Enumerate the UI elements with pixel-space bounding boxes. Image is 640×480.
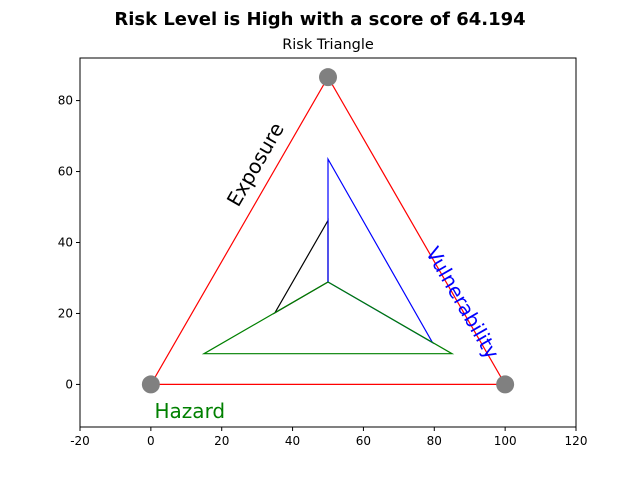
- series-line: [327, 156, 435, 345]
- plot-area: -20 0 20 40 60 80 100 120 0 20 40 60 80 Exposure Vulne…: [58, 57, 588, 448]
- series-line: [201, 281, 455, 355]
- x-tick-label: 100: [494, 434, 517, 448]
- x-tick-label: 20: [214, 434, 229, 448]
- y-tick-label: 80: [58, 94, 73, 108]
- side-label: Exposure: [222, 118, 289, 210]
- y-tick-label: 60: [58, 165, 73, 179]
- outer-triangle: [149, 75, 507, 385]
- y-tick-label: 40: [58, 236, 73, 250]
- y-tick-label: 0: [65, 377, 73, 391]
- side-label: Vulnerability: [421, 243, 504, 363]
- x-tick-label: 40: [285, 434, 300, 448]
- side-label: Hazard: [155, 399, 226, 423]
- x-tick-label: 0: [147, 434, 155, 448]
- chart-title: Risk Triangle: [282, 37, 374, 53]
- x-tick-label: 120: [565, 434, 588, 448]
- vertex-marker: [319, 68, 337, 87]
- x-tick-label: -20: [70, 434, 90, 448]
- y-tick-label: 20: [58, 306, 73, 320]
- x-tick-label: 80: [427, 434, 442, 448]
- x-tick-label: 60: [356, 434, 371, 448]
- chart-suptitle: Risk Level is High with a score of 64.19…: [114, 9, 525, 30]
- vertex-marker: [141, 375, 160, 394]
- series-line: [273, 218, 329, 315]
- vertex-marker: [496, 375, 515, 394]
